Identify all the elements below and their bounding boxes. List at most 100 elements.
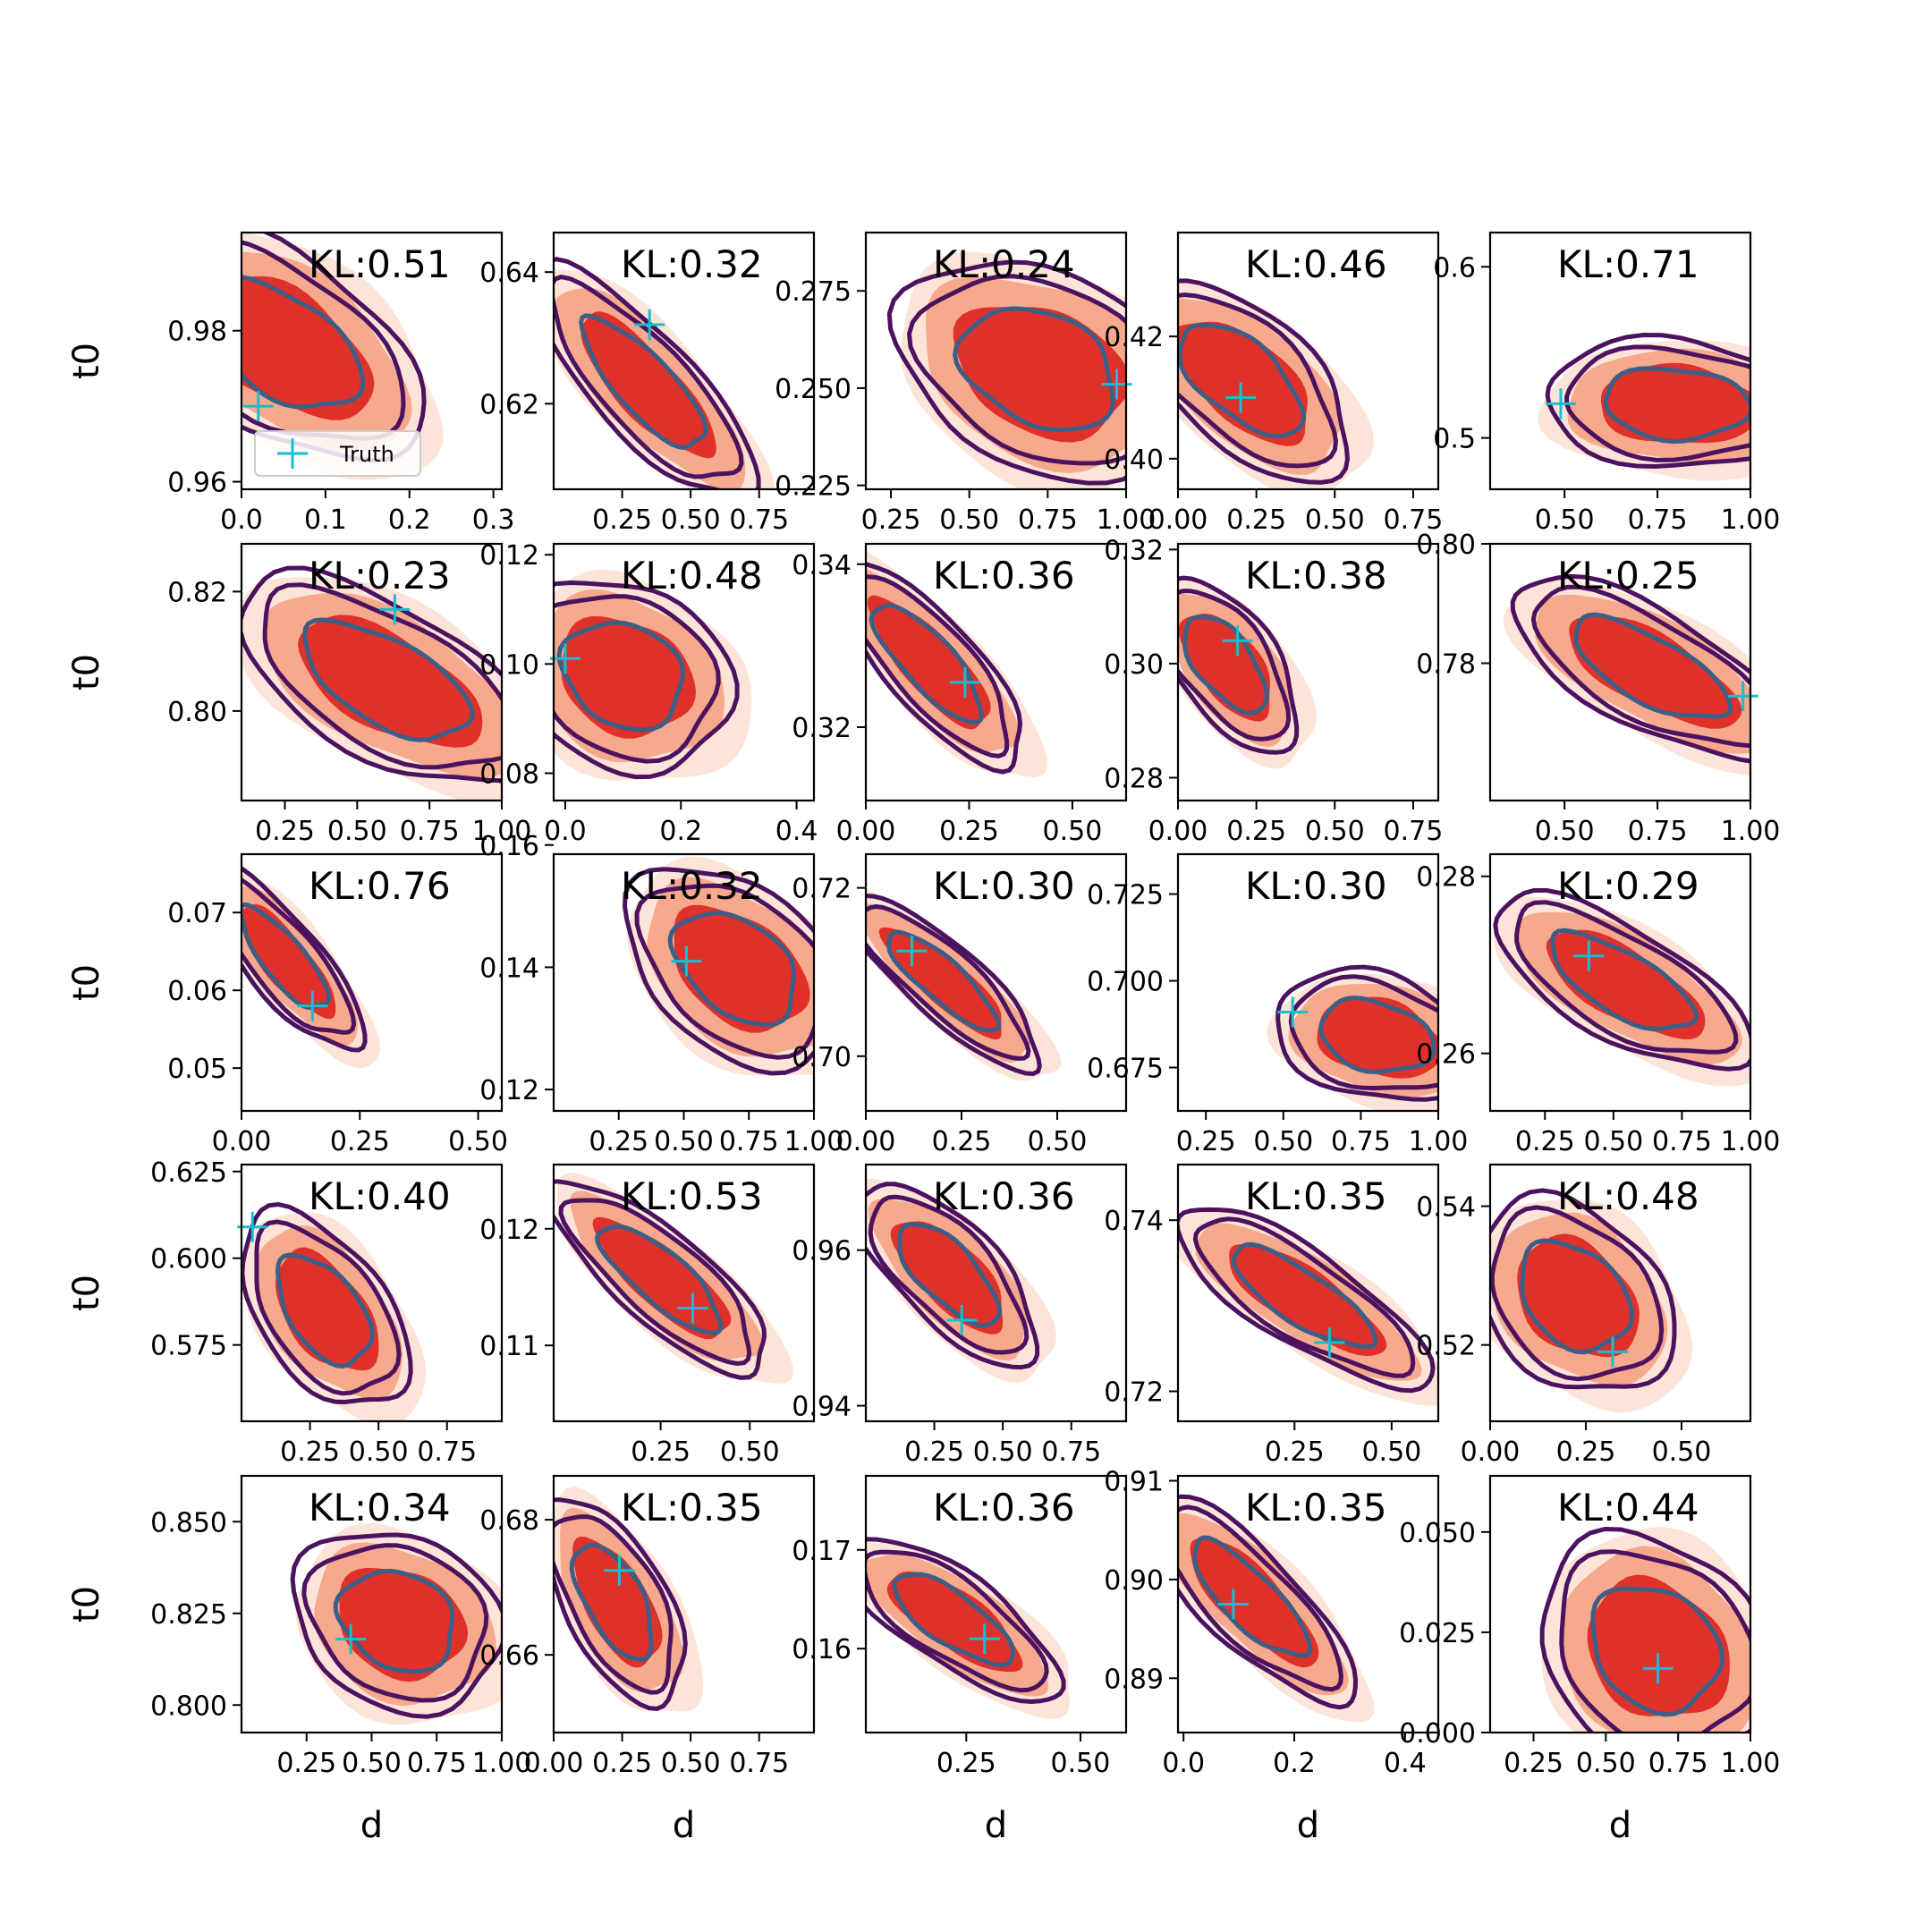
y-tick-label: 0.05	[167, 1054, 227, 1085]
panel-frame	[1488, 1163, 1752, 1423]
panel-2-1: 0.25 0.50 0.75 1.00 0.80 0.82 KL:0.23 t0	[66, 542, 531, 847]
x-tick-label: 0.2	[659, 816, 702, 847]
panel-frame	[1176, 1474, 1440, 1734]
panel-4-3: 0.25 0.50 0.75 0.94 0.96 KL:0.36	[792, 1163, 1128, 1468]
truth-marker	[1573, 940, 1605, 971]
y-tick-label: 0.625	[150, 1157, 227, 1189]
x-tick-label: 0.25	[589, 1126, 648, 1157]
line-contour-inner	[1318, 995, 1436, 1075]
kl-annotation: KL:0.23	[309, 554, 451, 597]
x-tick-label: 0.50	[1535, 504, 1595, 536]
y-tick-label: 0.825	[150, 1599, 227, 1631]
line-contour-second	[1530, 584, 1750, 749]
line-contour-inner	[1590, 1586, 1725, 1717]
x-tick-label: 0.25	[276, 1748, 336, 1779]
x-tick-label: 0.00	[1461, 1436, 1521, 1468]
line-contour-inner	[556, 620, 686, 733]
line-contour-outer	[1178, 278, 1351, 485]
line-contour-second	[242, 877, 357, 1035]
x-tick-label: 0.75	[1652, 1126, 1712, 1157]
line-contour-second	[906, 274, 1126, 466]
y-axis-label: t0	[66, 964, 107, 1001]
x-tick-label: 1.00	[472, 1748, 532, 1779]
y-tick-label: 0.08	[479, 758, 539, 790]
panel-frame	[1488, 231, 1752, 491]
x-tick-label: 0.50	[1576, 1748, 1636, 1779]
x-tick-label: 0.25	[330, 1126, 390, 1157]
x-tick-label: 0.50	[327, 816, 387, 847]
kl-annotation: KL:0.51	[309, 242, 451, 286]
panel-3-2: 0.25 0.50 0.75 1.00 0.12 0.14 0.16 KL:0.32	[479, 831, 843, 1157]
contour-area	[622, 856, 814, 1076]
x-tick-label: 0.75	[407, 1748, 467, 1779]
panel-4-2: 0.25 0.50 0.11 0.12 KL:0.53	[479, 1163, 816, 1468]
y-tick-label: 0.6	[1433, 252, 1476, 284]
line-contour-inner	[869, 603, 984, 725]
line-contour-outer	[554, 257, 761, 489]
y-tick-label: 0.72	[792, 874, 852, 905]
kl-annotation: KL:0.40	[309, 1174, 451, 1218]
y-tick-label: 0.28	[1416, 862, 1476, 894]
x-tick-label: 0.25	[592, 1748, 652, 1779]
panel-frame	[552, 1163, 816, 1423]
line-contour-second	[1178, 589, 1292, 741]
x-tick-label: 0.25	[939, 816, 999, 847]
x-axis-label: d	[1297, 1805, 1319, 1846]
legend: Truth	[254, 430, 421, 477]
x-tick-label: 0.25	[1176, 1126, 1236, 1157]
panel-frame	[864, 542, 1128, 802]
line-contour-second	[554, 594, 721, 764]
panel-frame	[1176, 542, 1440, 802]
kl-annotation: KL:0.53	[621, 1174, 763, 1218]
x-tick-label: 0.75	[1648, 1748, 1708, 1779]
y-tick-label: 0.11	[479, 1331, 539, 1362]
x-tick-label: 0.25	[936, 1748, 996, 1779]
kl-annotation: KL:0.44	[1557, 1486, 1699, 1530]
line-contour-second	[1178, 292, 1339, 469]
fill-contour-inner	[1178, 321, 1308, 446]
y-tick-label: 0.26	[1416, 1039, 1476, 1071]
panel-3-4: 0.25 0.50 0.75 1.00 0.675 0.700 0.725 KL:0.30	[1087, 852, 1468, 1157]
fill-contour-inner	[298, 614, 483, 748]
y-tick-label: 0.30	[1104, 649, 1164, 681]
x-tick-label: 1.00	[1721, 816, 1781, 847]
y-tick-label: 0.025	[1399, 1618, 1476, 1649]
kl-annotation: KL:0.36	[933, 1174, 1075, 1218]
panel-5-5: 0.25 0.50 0.75 1.00 0.000 0.025 0.050 KL:0.44 d	[1399, 1474, 1780, 1846]
y-tick-label: 0.17	[792, 1536, 852, 1567]
line-contour-inner	[1231, 1241, 1378, 1350]
x-tick-label: 0.2	[1273, 1748, 1316, 1779]
truth-marker	[1217, 1589, 1249, 1620]
kl-annotation: KL:0.35	[621, 1486, 763, 1530]
x-tick-label: 1.00	[1721, 1126, 1781, 1157]
contour-area	[242, 233, 444, 480]
truth-marker	[946, 1304, 978, 1335]
x-tick-label: 0.50	[342, 1748, 402, 1779]
y-tick-label: 0.06	[167, 976, 227, 1007]
y-tick-label: 0.250	[775, 374, 852, 405]
line-contour-inner	[242, 902, 332, 1011]
line-contour-second	[554, 1514, 674, 1695]
line-contour-outer	[866, 893, 1042, 1077]
x-tick-label: 0.75	[1041, 1436, 1101, 1468]
x-tick-label: 0.00	[1148, 504, 1208, 536]
line-contour-outer	[554, 580, 740, 780]
y-axis-label: t0	[66, 654, 107, 691]
panel-5-3: 0.25 0.50 0.16 0.17 KL:0.36 d	[792, 1474, 1128, 1846]
y-tick-label: 0.68	[479, 1505, 539, 1537]
line-contour-second	[866, 574, 1010, 758]
x-axis-label: d	[360, 1805, 383, 1846]
truth-marker	[1597, 1336, 1628, 1368]
y-tick-label: 0.850	[150, 1507, 227, 1538]
y-tick-label: 0.52	[1416, 1331, 1476, 1362]
panel-3-3: 0.00 0.25 0.50 0.70 0.72 KL:0.30	[792, 852, 1128, 1157]
kl-annotation: KL:0.48	[621, 554, 763, 597]
panel-frame	[1488, 542, 1752, 802]
fill-contour-inner	[339, 1567, 469, 1682]
x-tick-label: 0.75	[1018, 504, 1078, 536]
x-tick-label: 0.25	[1504, 1748, 1563, 1779]
line-contour-outer	[622, 867, 814, 1076]
x-tick-label: 0.0	[1162, 1748, 1205, 1779]
y-tick-label: 0.5	[1433, 424, 1476, 455]
x-tick-label: 1.00	[1097, 504, 1157, 536]
